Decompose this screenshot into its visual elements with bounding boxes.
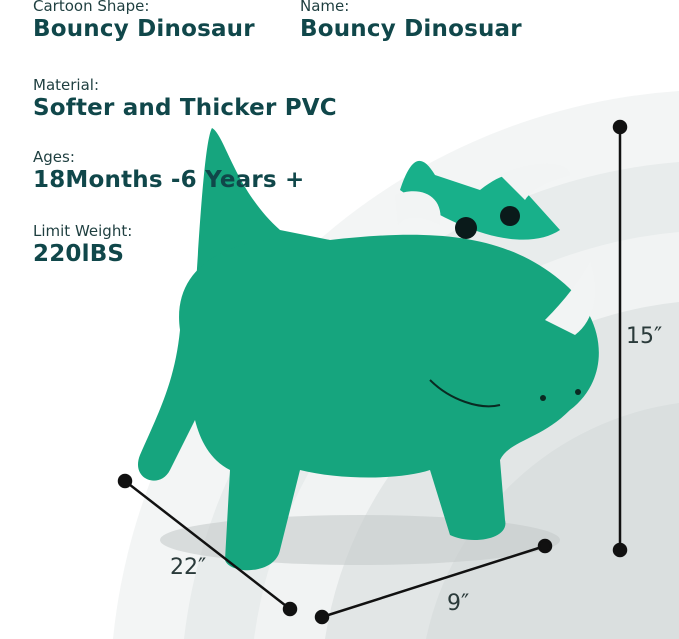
spec-cartoon-shape: Cartoon Shape: Bouncy Dinosaur <box>33 0 255 43</box>
dinosaur-image <box>137 128 599 571</box>
spec-label: Ages: <box>33 148 75 166</box>
dimension-lines <box>117 119 628 625</box>
spec-value: 220lBS <box>33 241 125 267</box>
spec-label: Limit Weight: <box>33 222 133 240</box>
height-dimension-label: 15″ <box>626 324 663 349</box>
spec-label: Material: <box>33 76 99 94</box>
width-dimension-label: 9″ <box>447 591 470 616</box>
spec-value: Softer and Thicker PVC <box>33 95 337 121</box>
spec-value: 18Months -6 Years + <box>33 167 305 193</box>
spec-label: Cartoon Shape: <box>33 0 150 15</box>
spec-name: Name: Bouncy Dinosuar <box>300 0 522 43</box>
spec-label: Name: <box>300 0 350 15</box>
spec-material: Material: Softer and Thicker PVC <box>33 76 337 122</box>
spec-limit-weight: Limit Weight: 220lBS <box>33 222 132 268</box>
length-dimension-label: 22″ <box>170 555 207 580</box>
spec-ages: Ages: 18Months -6 Years + <box>33 148 304 194</box>
spec-value: Bouncy Dinosaur <box>33 16 255 42</box>
spec-value: Bouncy Dinosuar <box>300 16 522 42</box>
